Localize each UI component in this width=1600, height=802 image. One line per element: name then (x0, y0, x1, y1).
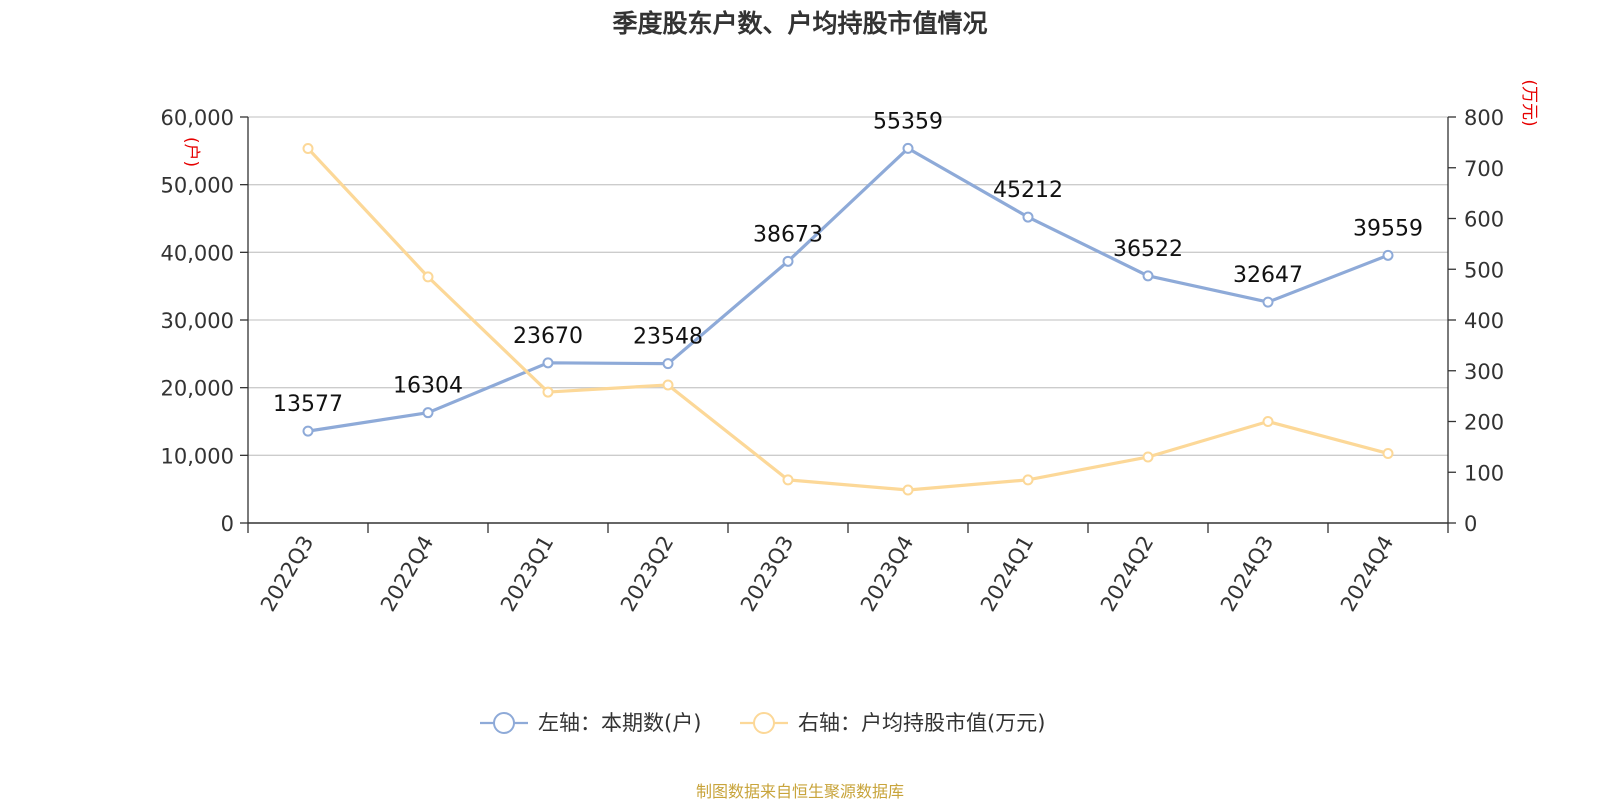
data-point (1382, 447, 1394, 459)
left-tick-label: 10,000 (161, 444, 234, 468)
data-point (662, 379, 674, 391)
right-tick-label: 0 (1464, 512, 1477, 536)
series-line (307, 146, 1389, 433)
left-tick-label: 20,000 (161, 377, 234, 401)
data-point (662, 358, 674, 370)
data-point (422, 407, 434, 419)
data-point (1382, 249, 1394, 261)
left-tick-label: 0 (221, 512, 234, 536)
data-point (782, 474, 794, 486)
data-point (1022, 211, 1034, 223)
x-tick-label: 2024Q2 (1096, 532, 1158, 616)
data-label: 38673 (753, 222, 823, 247)
data-point (422, 271, 434, 283)
x-tick-label: 2023Q3 (736, 532, 798, 616)
right-tick-label: 100 (1464, 461, 1504, 485)
data-label: 23670 (513, 324, 583, 349)
legend-marker (753, 712, 775, 734)
data-label: 16304 (393, 374, 463, 399)
right-tick-label: 700 (1464, 157, 1504, 181)
left-tick-label: 30,000 (161, 309, 234, 333)
x-tick-label: 2023Q1 (496, 532, 558, 616)
right-axis-unit: (万元) (1519, 79, 1539, 126)
data-point (902, 142, 914, 154)
right-tick-label: 600 (1464, 208, 1504, 232)
left-axis-unit: (户) (181, 137, 201, 167)
right-tick-label: 400 (1464, 309, 1504, 333)
left-tick-label: 50,000 (161, 174, 234, 198)
left-tick-label: 40,000 (161, 241, 234, 265)
x-tick-label: 2022Q3 (256, 532, 318, 616)
right-tick-label: 300 (1464, 360, 1504, 384)
data-label: 32647 (1233, 263, 1303, 288)
x-tick-label: 2024Q1 (976, 532, 1038, 616)
data-point (782, 255, 794, 267)
data-point (1142, 451, 1154, 463)
data-label: 23548 (633, 325, 703, 350)
legend-marker (493, 712, 515, 734)
data-point (1022, 474, 1034, 486)
chart-title: 季度股东户数、户均持股市值情况 (612, 9, 988, 38)
right-tick-label: 800 (1464, 106, 1504, 130)
right-tick-label: 500 (1464, 258, 1504, 282)
x-tick-label: 2023Q4 (856, 532, 918, 616)
data-label: 13577 (273, 392, 343, 417)
data-label: 39559 (1353, 216, 1423, 241)
data-label: 36522 (1113, 237, 1183, 262)
data-point (542, 357, 554, 369)
x-tick-label: 2022Q4 (376, 532, 438, 616)
x-tick-label: 2023Q2 (616, 532, 678, 616)
data-point (902, 484, 914, 496)
data-label: 55359 (873, 109, 943, 134)
data-point (1142, 270, 1154, 282)
data-point (1262, 296, 1274, 308)
data-point (302, 425, 314, 437)
data-point (542, 386, 554, 398)
data-label: 45212 (993, 178, 1063, 203)
data-point (1262, 416, 1274, 427)
source-note: 制图数据来自恒生聚源数据库 (695, 782, 904, 801)
right-tick-label: 200 (1464, 411, 1504, 435)
x-tick-label: 2024Q4 (1336, 532, 1398, 616)
x-tick-label: 2024Q3 (1216, 532, 1278, 616)
series-line (306, 147, 1389, 492)
data-point (302, 142, 314, 154)
legend-label: 右轴：户均持股市值(万元) (798, 711, 1045, 735)
left-tick-label: 60,000 (161, 106, 234, 130)
legend-label: 左轴：本期数(户) (538, 711, 701, 735)
